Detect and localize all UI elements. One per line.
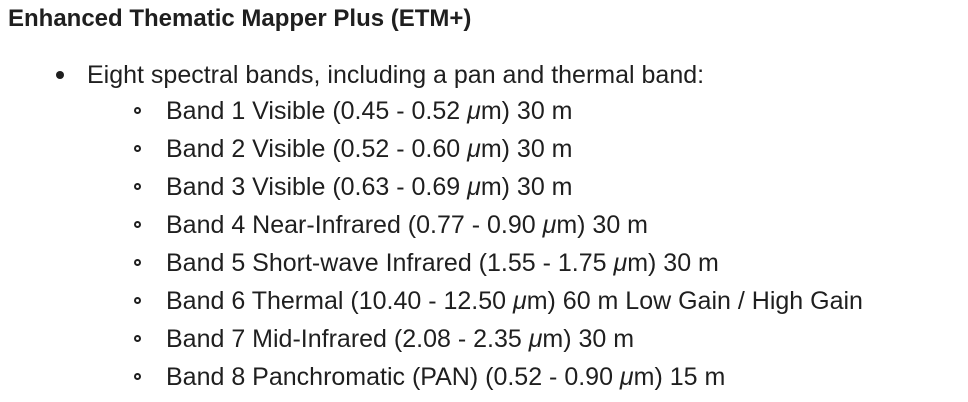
band-text: Band 3 Visible (0.63 - 0.69 — [166, 173, 468, 201]
feature-list-item: Eight spectral bands, including a pan an… — [0, 58, 863, 396]
band-item: Band 7 Mid-Infrared (2.08 - 2.35 μm) 30 … — [134, 320, 863, 358]
hollow-bullet-icon — [134, 259, 141, 266]
band-list: Band 1 Visible (0.45 - 0.52 μm) 30 m Band… — [87, 92, 863, 396]
bands-summary: Eight spectral bands, including a pan an… — [87, 61, 705, 89]
band-item: Band 4 Near-Infrared (0.77 - 0.90 μm) 30… — [134, 206, 863, 244]
band-unit-prefix: μ — [528, 325, 543, 353]
band-text-suffix: m) 30 m — [556, 211, 648, 239]
band-text: Band 4 Near-Infrared (0.77 - 0.90 — [166, 211, 543, 239]
band-text-suffix: m) 30 m — [480, 135, 573, 163]
filled-bullet-icon — [56, 71, 64, 79]
page-heading: Enhanced Thematic Mapper Plus (ETM+) — [8, 5, 472, 32]
band-unit-prefix: μ — [467, 135, 481, 163]
band-text-suffix: m) 60 m Low Gain / High Gain — [526, 287, 863, 315]
band-text: Band 1 Visible (0.45 - 0.52 — [166, 97, 468, 125]
band-text-suffix: m) 30 m — [542, 325, 635, 353]
band-item: Band 8 Panchromatic (PAN) (0.52 - 0.90 μ… — [134, 358, 863, 396]
band-item: Band 6 Thermal (10.40 - 12.50 μm) 60 m L… — [134, 282, 863, 320]
band-text-suffix: m) 30 m — [627, 249, 719, 277]
band-text-suffix: m) 15 m — [633, 363, 726, 391]
band-unit-prefix: μ — [613, 249, 628, 277]
band-text: Band 2 Visible (0.52 - 0.60 — [166, 135, 468, 163]
band-text-suffix: m) 30 m — [480, 97, 573, 125]
band-text: Band 7 Mid-Infrared (2.08 - 2.35 — [166, 325, 529, 353]
band-unit-prefix: μ — [542, 211, 557, 239]
hollow-bullet-icon — [134, 221, 141, 228]
band-text: Band 8 Panchromatic (PAN) (0.52 - 0.90 — [166, 363, 620, 391]
band-unit-prefix: μ — [467, 173, 481, 201]
hollow-bullet-icon — [134, 183, 141, 190]
band-text: Band 6 Thermal (10.40 - 12.50 — [166, 287, 513, 315]
hollow-bullet-icon — [134, 297, 141, 304]
band-item: Band 2 Visible (0.52 - 0.60 μm) 30 m — [134, 130, 863, 168]
band-unit-prefix: μ — [619, 363, 634, 391]
band-text: Band 5 Short-wave Infrared (1.55 - 1.75 — [166, 249, 614, 277]
hollow-bullet-icon — [134, 145, 141, 152]
feature-list: Eight spectral bands, including a pan an… — [0, 58, 863, 396]
band-unit-prefix: μ — [467, 97, 481, 125]
hollow-bullet-icon — [134, 335, 141, 342]
hollow-bullet-icon — [134, 373, 141, 380]
band-item: Band 5 Short-wave Infrared (1.55 - 1.75 … — [134, 244, 863, 282]
hollow-bullet-icon — [134, 107, 141, 114]
band-item: Band 3 Visible (0.63 - 0.69 μm) 30 m — [134, 168, 863, 206]
band-text-suffix: m) 30 m — [480, 173, 573, 201]
band-item: Band 1 Visible (0.45 - 0.52 μm) 30 m — [134, 92, 863, 130]
band-unit-prefix: μ — [512, 287, 527, 315]
